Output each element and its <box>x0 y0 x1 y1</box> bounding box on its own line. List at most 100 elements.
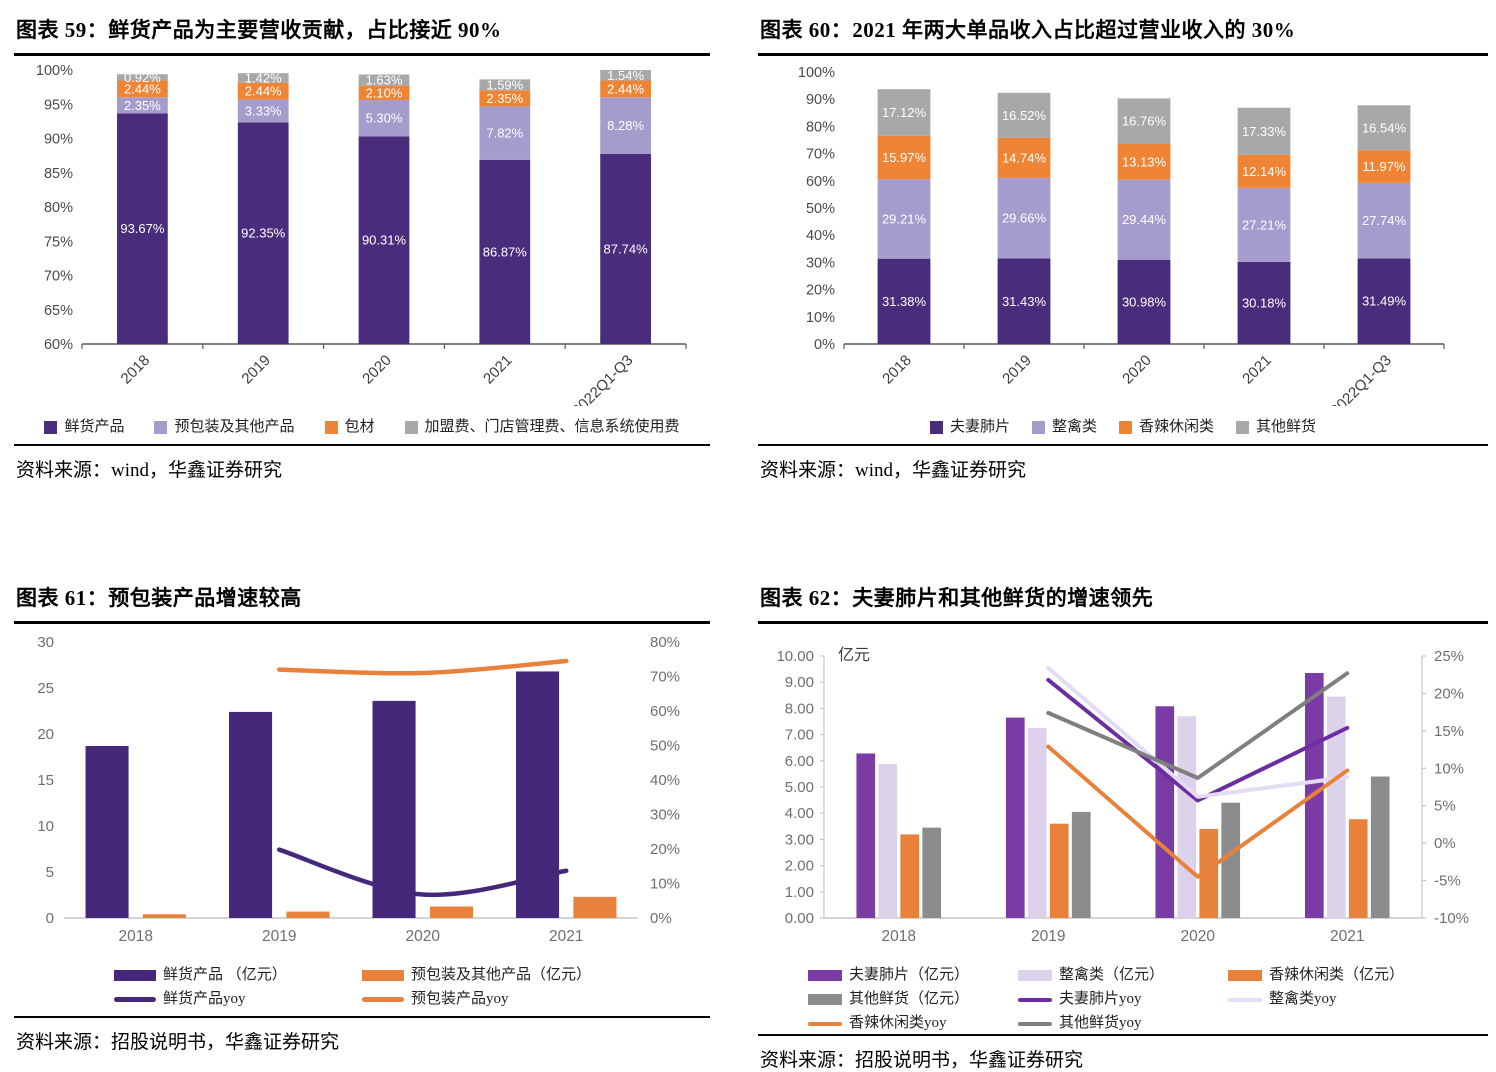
right-tick-label: 25% <box>1434 648 1464 665</box>
yoy-lines <box>277 658 569 898</box>
right-tick-label: 50% <box>650 738 680 755</box>
legend-swatch <box>154 421 168 434</box>
bar-segment <box>479 106 531 160</box>
right-tick-label: 80% <box>650 634 680 651</box>
legend-label: 预包装产品yoy <box>411 991 509 1007</box>
x-tick-label: 2019 <box>999 352 1035 388</box>
bar <box>1370 776 1390 918</box>
legend-label: 夫妻肺片yoy <box>1059 991 1142 1007</box>
y-tick-label: 80% <box>806 119 835 135</box>
legend-item: 夫妻肺片yoy <box>1018 989 1228 1010</box>
figure-61-panel: 图表 61：预包装产品增速较高 30 25 20 15 10 5 0 80% 70% 60% 50%… <box>14 576 710 1054</box>
y-tick-label: 100% <box>36 63 73 79</box>
bar-value-label: 29.66% <box>1002 211 1047 226</box>
y-tick-label: 75% <box>44 234 73 250</box>
legend-swatch <box>808 970 842 981</box>
left-tick-label: 5.00 <box>785 779 814 796</box>
bar-segment <box>1357 105 1411 151</box>
y-tick-label: 95% <box>44 97 73 113</box>
left-tick-label: 8.00 <box>785 700 814 717</box>
figure-61-source: 资料来源：招股说明书，华鑫证券研究 <box>14 1016 710 1054</box>
bar-value-label: 31.38% <box>882 294 927 309</box>
bar-value-label: 27.21% <box>1242 217 1287 232</box>
bar-segment <box>877 179 931 259</box>
x-tick-label: 2018 <box>118 352 154 388</box>
yoy-line <box>1046 665 1350 799</box>
y-tick-label: 100% <box>798 65 835 81</box>
y-tick-label: 0% <box>814 337 835 353</box>
bar-segment <box>600 97 651 154</box>
bar-value-label: 1.54% <box>607 68 644 83</box>
legend-item: 其他鲜货yoy <box>1018 1013 1228 1034</box>
bar-segment <box>1117 98 1171 144</box>
left-tick-label: 20 <box>37 726 54 743</box>
bar-segment <box>1357 258 1411 344</box>
legend-item: 鲜货产品 （亿元） <box>114 965 362 986</box>
bar-value-label: 30.18% <box>1242 295 1287 310</box>
bar-value-label: 29.44% <box>1122 212 1167 227</box>
legend-item: 香辣休闲类 <box>1119 417 1214 438</box>
legend-swatch <box>1018 1021 1052 1026</box>
legend-item: 整禽类 <box>1031 417 1097 438</box>
bar-segment <box>600 153 651 344</box>
bar-segment <box>237 82 289 100</box>
bar-segment <box>358 100 410 137</box>
x-axis: 2018 2019 2020 2021 <box>882 928 1365 945</box>
left-tick-label: 3.00 <box>785 831 814 848</box>
legend-swatch <box>1018 970 1052 981</box>
y-tick-label: 60% <box>44 337 73 353</box>
bars <box>85 671 617 918</box>
bar-segment <box>358 85 410 101</box>
legend-label: 其他鲜货（亿元） <box>849 991 970 1007</box>
bar-value-label: 7.82% <box>486 126 523 141</box>
legend-swatch <box>1228 970 1262 981</box>
legend-item: 夫妻肺片 <box>929 417 1010 438</box>
legend-label: 鲜货产品 <box>64 419 125 435</box>
y-tick-label: 65% <box>44 303 73 319</box>
legend-item: 香辣休闲类（亿元） <box>1228 965 1438 986</box>
figure-61-chart: 30 25 20 15 10 5 0 80% 70% 60% 50% 40% 30% 20% 10% 0% 20… <box>14 628 710 955</box>
legend-label: 其他鲜货 <box>1256 419 1317 435</box>
right-tick-label: 70% <box>650 669 680 686</box>
legend-item: 加盟费、门店管理费、信息系统使用费 <box>404 417 680 438</box>
right-tick-label: 40% <box>650 772 680 789</box>
stacked-bar-chart-canvas: 100% 95% 90% 85% 80% 75% 70% 65% 60% 2018 2019 2020… <box>36 63 687 419</box>
legend-label: 预包装及其他产品 <box>174 419 295 435</box>
x-axis: 2018 2019 2020 2021 2022Q1-Q3 <box>843 343 1445 419</box>
yoy-line <box>1046 671 1350 781</box>
bar-segment <box>877 135 931 180</box>
y-tick-label: 80% <box>44 200 73 216</box>
bar-segment <box>358 136 410 344</box>
bar-segment <box>117 80 168 98</box>
bar-value-label: 14.74% <box>1002 150 1047 165</box>
legend-label: 夫妻肺片（亿元） <box>849 967 970 983</box>
bar <box>1049 823 1069 918</box>
bar-segment <box>600 70 651 81</box>
y-tick-label: 50% <box>806 201 835 217</box>
bar-segment <box>1237 187 1291 262</box>
legend-label: 包材 <box>344 419 375 435</box>
x-tick-label: 2018 <box>879 352 915 388</box>
left-tick-label: 5 <box>46 864 54 881</box>
right-tick-label: 30% <box>650 807 680 824</box>
y-tick-label: 20% <box>806 283 835 299</box>
figure-59-legend: 鲜货产品 预包装及其他产品 包材 加盟费、门店管理费、信息系统使用费 <box>14 417 710 438</box>
right-axis: 80% 70% 60% 50% 40% 30% 20% 10% 0% <box>650 634 680 927</box>
bar-segment <box>358 74 410 86</box>
left-tick-label: 25 <box>37 680 54 697</box>
legend-item: 香辣休闲类yoy <box>808 1013 1018 1034</box>
bar-segment <box>877 258 931 344</box>
figure-62-source: 资料来源：招股说明书，华鑫证券研究 <box>758 1034 1488 1072</box>
left-axis-unit-label: 亿元 <box>838 646 870 664</box>
figure-60-panel: 图表 60：2021 年两大单品收入占比超过营业收入的 30% 100% 90% 8… <box>758 8 1488 482</box>
bar <box>1027 728 1047 918</box>
legend-swatch <box>362 997 404 1002</box>
figure-61-legend: 鲜货产品 （亿元） 预包装及其他产品（亿元） 鲜货产品yoy 预包装产品yoy <box>14 965 710 1010</box>
bar-value-label: 16.52% <box>1002 108 1047 123</box>
bar-value-label: 30.98% <box>1122 294 1167 309</box>
bar <box>1005 717 1025 918</box>
left-tick-label: 0.00 <box>785 910 814 927</box>
right-tick-label: 60% <box>650 703 680 720</box>
bar-segment <box>479 79 531 91</box>
bar-segment <box>877 89 931 136</box>
